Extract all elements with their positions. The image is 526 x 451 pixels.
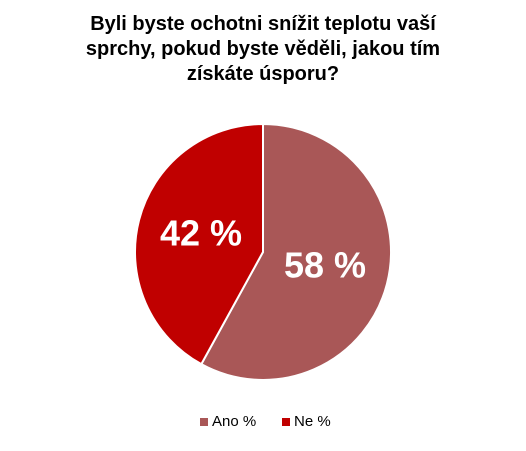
chart-title: Byli byste ochotni snížit teplotu vaší s… [85, 13, 441, 85]
data-label: 42 % [160, 213, 242, 254]
legend-swatch [282, 418, 290, 426]
data-label: 58 % [284, 244, 366, 285]
legend-label: Ne % [294, 413, 331, 430]
pie-slice [199, 122, 392, 381]
pie-slice [134, 122, 264, 366]
legend-swatch [200, 418, 208, 426]
legend-label: Ano % [212, 413, 256, 430]
